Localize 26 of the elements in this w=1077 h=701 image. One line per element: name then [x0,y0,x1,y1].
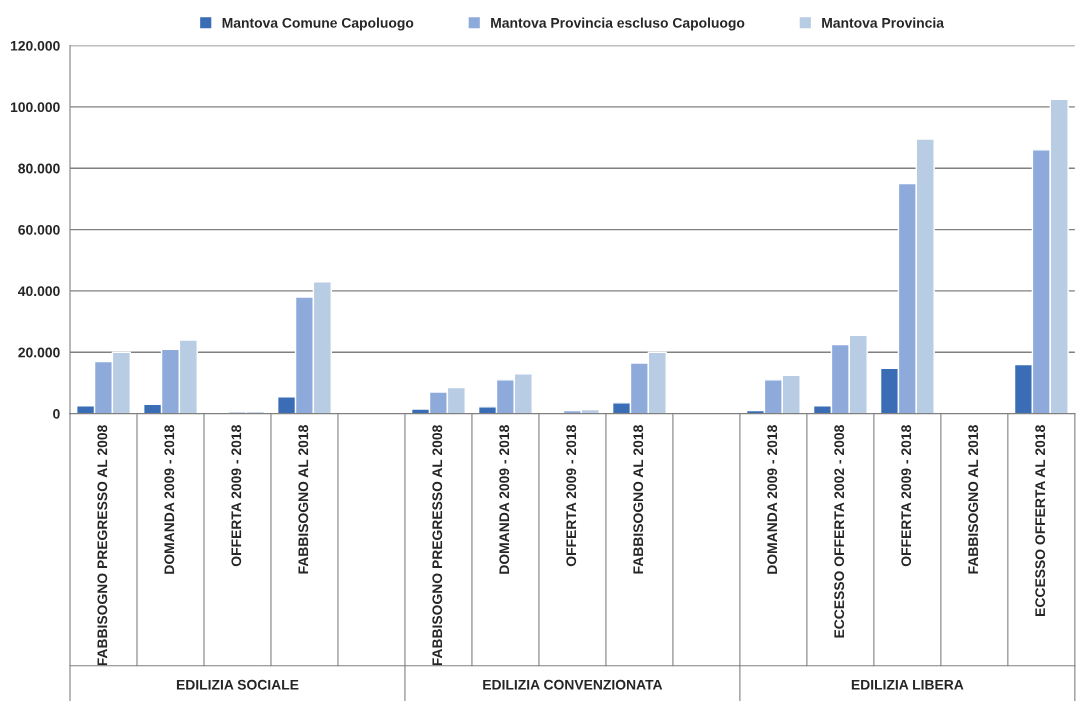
y-tick-label: 60.000 [18,224,60,235]
text: EDILIZIA CONVENZIONATA [483,679,663,690]
x-tick-label: DOMANDA 2009 - 2018 [164,425,175,574]
y-tick-label: 20.000 [18,347,60,358]
text: EDILIZIA LIBERA [851,679,964,690]
y-tick-label: 0 [53,408,60,419]
x-tick-label: DOMANDA 2009 - 2018 [767,425,778,574]
x-tick-label: OFFERTA 2009 - 2018 [566,425,577,567]
x-tick-label: DOMANDA 2009 - 2018 [499,425,510,574]
legend-label: Mantova Comune Capoluogo [222,17,414,31]
x-tick-label: FABBISOGNO AL 2018 [633,425,644,574]
y-tick-label: 80.000 [18,163,60,174]
x-tick-label: FABBISOGNO AL 2018 [968,425,979,574]
x-tick-label: OFFERTA 2009 - 2018 [231,425,242,567]
x-tick-label: OFFERTA 2009 - 2018 [901,425,912,567]
x-tick-label: ECCESSO OFFERTA 2002 - 2008 [834,425,845,638]
x-tick-label: FABBISOGNO PREGRESSO AL 2008 [97,425,108,666]
x-tick-label: FABBISOGNO AL 2018 [298,425,309,574]
x-tick-label: ECCESSO OFFERTA AL 2018 [1035,425,1046,616]
legend-label: Mantova Provincia escluso Capoluogo [491,17,745,31]
legend-label: Mantova Provincia [822,17,945,28]
x-tick-label: FABBISOGNO PREGRESSO AL 2008 [432,425,443,666]
y-tick-label: 100.000 [10,102,60,113]
y-tick-label: 40.000 [18,286,60,297]
text: EDILIZIA SOCIALE [176,679,299,690]
y-tick-label: 120.000 [10,40,60,51]
